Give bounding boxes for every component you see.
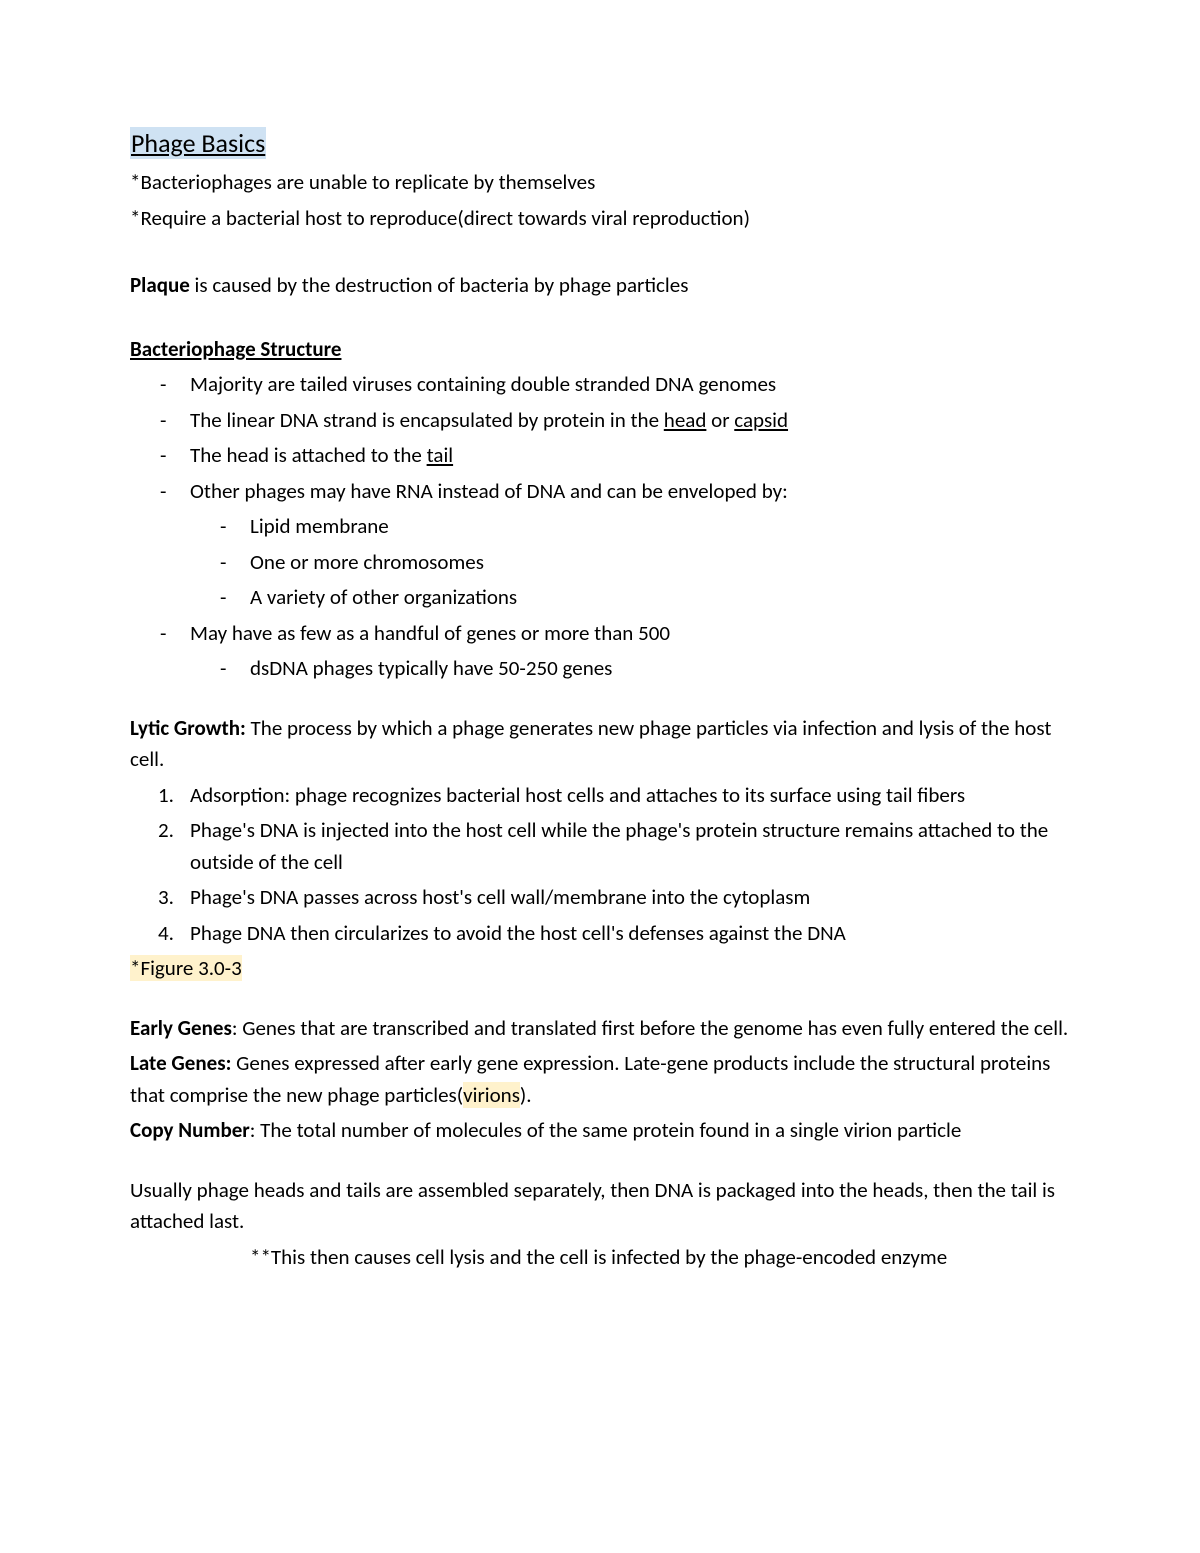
late-genes-def: Late Genes: Genes expressed after early …	[130, 1048, 1070, 1111]
list-text: Phage DNA then circularizes to avoid the…	[190, 920, 846, 946]
definitions-block: Early Genes: Genes that are transcribed …	[130, 1013, 1070, 1147]
assembly-line: Usually phage heads and tails are assemb…	[130, 1175, 1070, 1238]
list-item: The linear DNA strand is encapsulated by…	[130, 405, 1070, 437]
list-item: One or more chromosomes	[190, 547, 1070, 579]
lytic-label: Lytic Growth:	[130, 715, 246, 741]
list-item: The head is attached to the tail	[130, 440, 1070, 472]
list-item: Phage DNA then circularizes to avoid the…	[130, 918, 1070, 950]
document-page: Phage Basics *Bacteriophages are unable …	[0, 0, 1200, 1357]
list-item: Phage's DNA is injected into the host ce…	[130, 815, 1070, 878]
lytic-steps: Adsorption: phage recognizes bacterial h…	[130, 780, 1070, 950]
late-text-post: ).	[520, 1082, 532, 1108]
copy-number-def: Copy Number: The total number of molecul…	[130, 1115, 1070, 1147]
list-text: May have as few as a handful of genes or…	[190, 620, 670, 646]
plaque-line: Plaque is caused by the destruction of b…	[130, 270, 1070, 302]
list-item: Majority are tailed viruses containing d…	[130, 369, 1070, 401]
copy-label: Copy Number	[130, 1117, 250, 1143]
early-label: Early Genes	[130, 1015, 232, 1041]
list-text: The linear DNA strand is encapsulated by…	[190, 407, 664, 433]
structure-heading: Bacteriophage Structure	[130, 334, 1070, 366]
assembly-block: Usually phage heads and tails are assemb…	[130, 1175, 1070, 1274]
early-text: : Genes that are transcribed and transla…	[232, 1015, 1068, 1041]
assembly-note: **This then causes cell lysis and the ce…	[250, 1242, 1070, 1274]
list-text: A variety of other organizations	[250, 584, 517, 610]
underlined-term: head	[664, 407, 707, 433]
underlined-term: tail	[427, 442, 453, 468]
list-text: Other phages may have RNA instead of DNA…	[190, 478, 788, 504]
copy-text: : The total number of molecules of the s…	[250, 1117, 962, 1143]
intro-line-1: *Bacteriophages are unable to replicate …	[130, 167, 1070, 199]
early-genes-def: Early Genes: Genes that are transcribed …	[130, 1013, 1070, 1045]
list-item: Other phages may have RNA instead of DNA…	[130, 476, 1070, 614]
late-label: Late Genes:	[130, 1050, 231, 1076]
list-text: One or more chromosomes	[250, 549, 484, 575]
underlined-term: capsid	[734, 407, 788, 433]
nested-list: Lipid membrane One or more chromosomes A…	[190, 511, 1070, 614]
list-text: Phage's DNA is injected into the host ce…	[190, 817, 1048, 875]
virions-highlight: virions	[463, 1082, 520, 1108]
nested-list: dsDNA phages typically have 50-250 genes	[190, 653, 1070, 685]
structure-list: Majority are tailed viruses containing d…	[130, 369, 1070, 685]
late-text-pre: Genes expressed after early gene express…	[130, 1050, 1050, 1108]
page-title-row: Phage Basics	[130, 124, 1070, 163]
figure-ref-row: *Figure 3.0-3	[130, 953, 1070, 985]
list-text: Majority are tailed viruses containing d…	[190, 371, 776, 397]
intro-line-2: *Require a bacterial host to reproduce(d…	[130, 203, 1070, 235]
list-text: Phage's DNA passes across host's cell wa…	[190, 884, 810, 910]
list-text: Adsorption: phage recognizes bacterial h…	[190, 782, 965, 808]
list-item: dsDNA phages typically have 50-250 genes	[190, 653, 1070, 685]
list-item: A variety of other organizations	[190, 582, 1070, 614]
lytic-text: The process by which a phage generates n…	[130, 715, 1051, 773]
list-text: Lipid membrane	[250, 513, 389, 539]
list-item: Lipid membrane	[190, 511, 1070, 543]
page-title: Phage Basics	[130, 127, 266, 159]
list-text: The head is attached to the	[190, 442, 427, 468]
list-item: May have as few as a handful of genes or…	[130, 618, 1070, 685]
plaque-text: is caused by the destruction of bacteria…	[190, 272, 689, 298]
lytic-def: Lytic Growth: The process by which a pha…	[130, 713, 1070, 776]
lytic-block: Lytic Growth: The process by which a pha…	[130, 713, 1070, 950]
list-item: Adsorption: phage recognizes bacterial h…	[130, 780, 1070, 812]
list-text: dsDNA phages typically have 50-250 genes	[250, 655, 612, 681]
list-item: Phage's DNA passes across host's cell wa…	[130, 882, 1070, 914]
figure-ref: *Figure 3.0-3	[130, 955, 242, 981]
plaque-term: Plaque	[130, 272, 190, 298]
list-text: or	[706, 407, 734, 433]
